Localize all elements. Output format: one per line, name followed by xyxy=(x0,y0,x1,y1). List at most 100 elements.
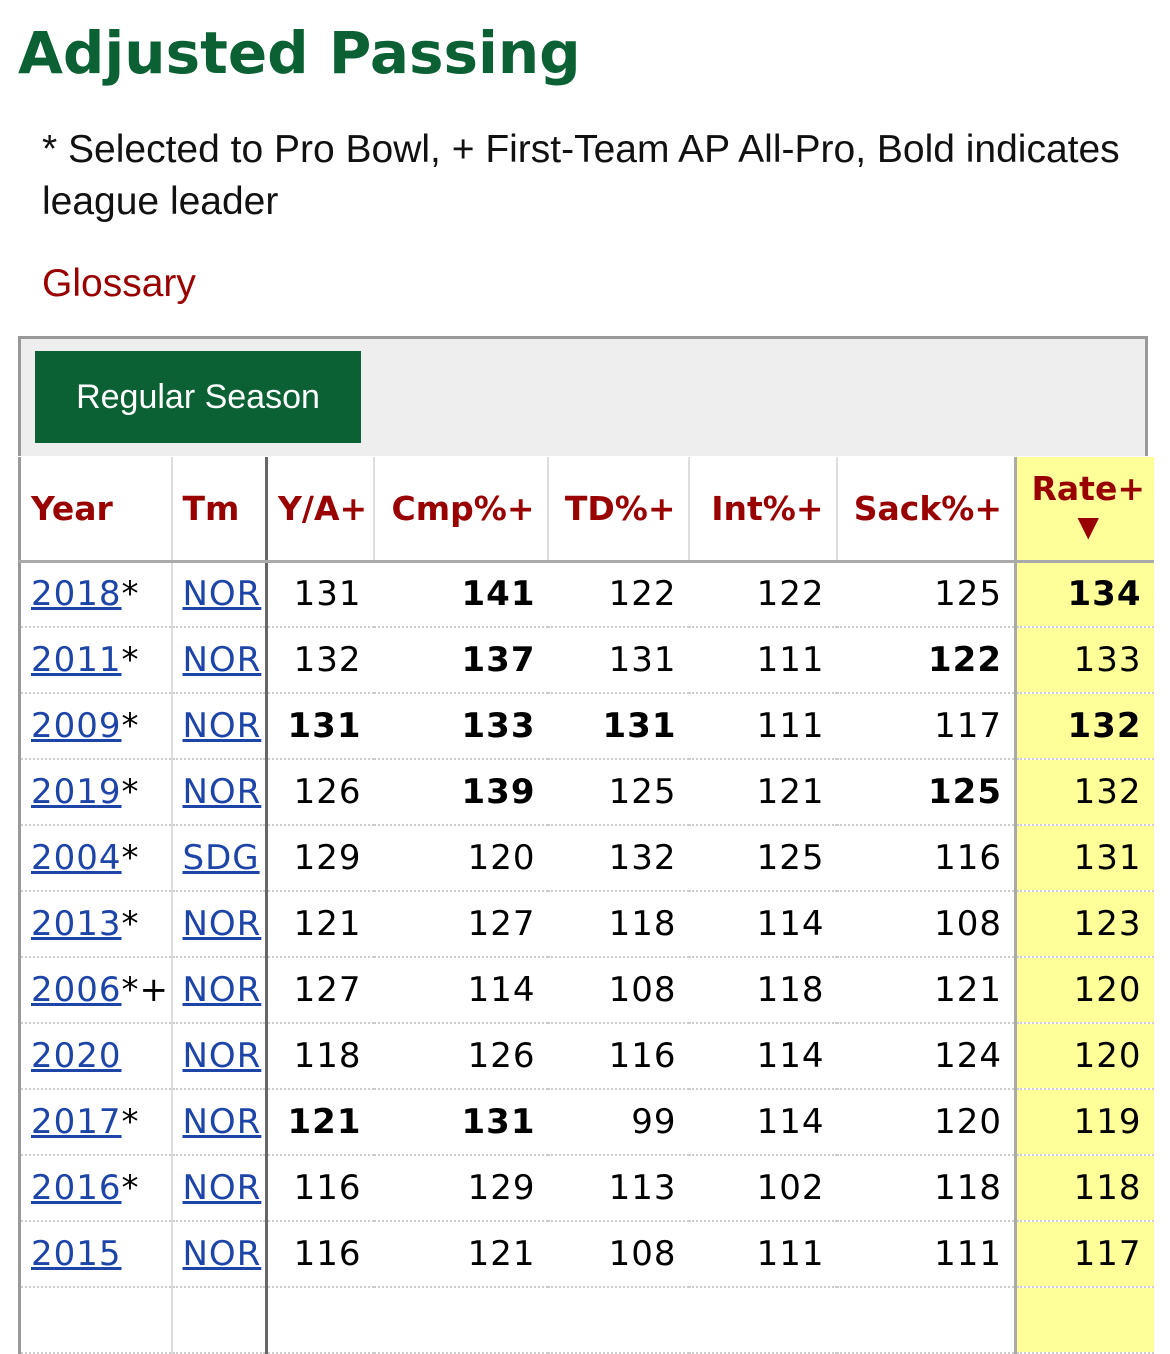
cell-int-pct-plus: 111 xyxy=(688,627,837,694)
cell-cmp-pct-plus: 127 xyxy=(373,891,548,958)
cell-td-pct-plus: 131 xyxy=(547,627,689,694)
cell-rate-plus: 131 xyxy=(1014,825,1154,892)
legend-note: * Selected to Pro Bowl, + First-Team AP … xyxy=(42,128,1120,223)
cell-ya-plus: 131 xyxy=(266,693,374,760)
glossary-link[interactable]: Glossary xyxy=(42,262,196,305)
cell-team: NOR xyxy=(170,561,268,628)
cell-ya-plus: 126 xyxy=(266,759,374,826)
team-link[interactable]: NOR xyxy=(182,904,262,944)
cell-td-pct-plus: 131 xyxy=(547,693,689,760)
cell-partial xyxy=(1014,1287,1154,1354)
cell-ya-plus: 131 xyxy=(266,561,374,628)
column-header-rate-label: Rate+ xyxy=(1031,469,1146,509)
cell-cmp-pct-plus: 133 xyxy=(373,693,548,760)
year-link[interactable]: 2016 xyxy=(31,1168,122,1208)
cell-ya-plus: 116 xyxy=(266,1221,374,1288)
cell-team: NOR xyxy=(170,891,268,958)
table-row: 2015 NOR 116 121 108 111 111 117 xyxy=(18,1221,1154,1288)
year-link[interactable]: 2004 xyxy=(31,838,122,878)
table-row: 2006*+ NOR 127 114 108 118 121 120 xyxy=(18,957,1154,1024)
cell-year: 2017* xyxy=(18,1089,172,1156)
cell-cmp-pct-plus: 120 xyxy=(373,825,548,892)
cell-team: NOR xyxy=(170,1023,268,1090)
cell-int-pct-plus: 114 xyxy=(688,1023,837,1090)
team-link[interactable]: NOR xyxy=(182,574,262,615)
year-link[interactable]: 2017 xyxy=(31,1102,122,1142)
team-link[interactable]: NOR xyxy=(182,1168,262,1208)
team-link[interactable]: NOR xyxy=(182,970,262,1010)
column-header-team[interactable]: Tm xyxy=(170,457,268,563)
cell-int-pct-plus: 111 xyxy=(688,693,837,760)
cell-rate-plus: 132 xyxy=(1014,759,1154,826)
cell-sack-pct-plus: 121 xyxy=(836,957,1016,1024)
cell-partial xyxy=(170,1287,268,1354)
column-header-rate-plus[interactable]: Rate+ ▼ xyxy=(1014,457,1154,563)
cell-year: 2011* xyxy=(18,627,172,694)
cell-year: 2020 xyxy=(18,1023,172,1090)
cell-rate-plus: 117 xyxy=(1014,1221,1154,1288)
column-header-sack-pct-plus[interactable]: Sack%+ xyxy=(835,457,1016,563)
year-link[interactable]: 2019 xyxy=(31,772,122,812)
column-header-int-pct-plus[interactable]: Int%+ xyxy=(687,457,837,563)
cell-partial xyxy=(18,1287,172,1354)
year-link[interactable]: 2006 xyxy=(31,970,122,1010)
team-link[interactable]: NOR xyxy=(182,640,262,680)
award-marker: * xyxy=(121,574,140,615)
cell-team: NOR xyxy=(170,1155,268,1222)
year-link[interactable]: 2015 xyxy=(31,1234,122,1274)
cell-cmp-pct-plus: 139 xyxy=(373,759,548,826)
award-marker: *+ xyxy=(121,970,170,1010)
award-marker: * xyxy=(121,772,140,812)
tab-regular-season[interactable]: Regular Season xyxy=(35,351,361,443)
cell-int-pct-plus: 122 xyxy=(688,561,837,628)
cell-year: 2015 xyxy=(18,1221,172,1288)
table-row: 2011* NOR 132 137 131 111 122 133 xyxy=(18,627,1154,694)
cell-td-pct-plus: 122 xyxy=(547,561,689,628)
cell-int-pct-plus: 121 xyxy=(688,759,837,826)
table-body: 2018* NOR 131 141 122 122 125 134 2011* NOR 132 137… xyxy=(18,561,1154,1354)
team-link[interactable]: NOR xyxy=(182,1036,262,1076)
cell-td-pct-plus: 99 xyxy=(547,1089,689,1156)
table-row: 2017* NOR 121 131 99 114 120 119 xyxy=(18,1089,1154,1156)
year-link[interactable]: 2018 xyxy=(31,574,122,615)
cell-year: 2013* xyxy=(18,891,172,958)
column-header-cmp-pct-plus[interactable]: Cmp%+ xyxy=(372,457,548,563)
cell-td-pct-plus: 125 xyxy=(547,759,689,826)
cell-td-pct-plus: 132 xyxy=(547,825,689,892)
column-header-td-pct-plus[interactable]: TD%+ xyxy=(546,457,689,563)
team-link[interactable]: SDG xyxy=(182,838,260,878)
award-marker: * xyxy=(121,706,140,746)
column-header-ya-plus[interactable]: Y/A+ xyxy=(265,457,374,563)
team-link[interactable]: NOR xyxy=(182,772,262,812)
cell-team: NOR xyxy=(170,693,268,760)
table-tab-panel: Regular Season xyxy=(18,336,1148,456)
team-link[interactable]: NOR xyxy=(182,1102,262,1142)
cell-ya-plus: 121 xyxy=(266,1089,374,1156)
cell-team: NOR xyxy=(170,627,268,694)
cell-year: 2016* xyxy=(18,1155,172,1222)
cell-sack-pct-plus: 122 xyxy=(836,627,1016,694)
cell-td-pct-plus: 108 xyxy=(547,1221,689,1288)
cell-int-pct-plus: 102 xyxy=(688,1155,837,1222)
cell-int-pct-plus: 111 xyxy=(688,1221,837,1288)
adjusted-passing-table: Year Tm Y/A+ Cmp%+ TD%+ Int%+ Sack%+ Rat… xyxy=(18,457,1154,1354)
award-marker: * xyxy=(121,1102,140,1142)
column-header-year[interactable]: Year xyxy=(18,457,172,563)
year-link[interactable]: 2009 xyxy=(31,706,122,746)
cell-td-pct-plus: 108 xyxy=(547,957,689,1024)
cell-td-pct-plus: 118 xyxy=(547,891,689,958)
cell-td-pct-plus: 113 xyxy=(547,1155,689,1222)
cell-td-pct-plus: 116 xyxy=(547,1023,689,1090)
cell-partial xyxy=(688,1287,837,1354)
year-link[interactable]: 2011 xyxy=(31,640,122,680)
cell-cmp-pct-plus: 129 xyxy=(373,1155,548,1222)
award-marker: * xyxy=(121,1168,140,1208)
cell-sack-pct-plus: 124 xyxy=(836,1023,1016,1090)
year-link[interactable]: 2020 xyxy=(31,1036,122,1076)
cell-sack-pct-plus: 125 xyxy=(836,561,1016,628)
team-link[interactable]: NOR xyxy=(182,706,262,746)
table-row: 2016* NOR 116 129 113 102 118 118 xyxy=(18,1155,1154,1222)
cell-int-pct-plus: 114 xyxy=(688,891,837,958)
team-link[interactable]: NOR xyxy=(182,1234,262,1274)
year-link[interactable]: 2013 xyxy=(31,904,122,944)
